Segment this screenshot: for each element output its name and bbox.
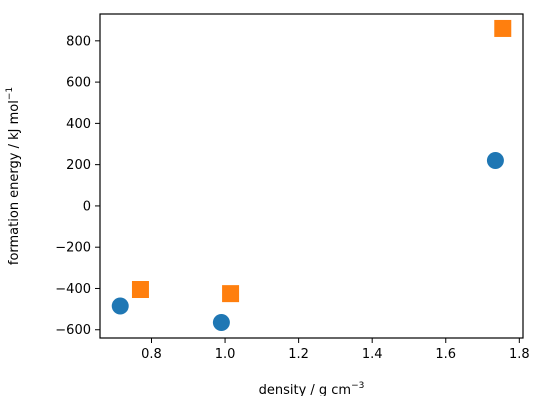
y-axis-label: formation energy / kJ mol−1 [5, 87, 22, 265]
x-tick-label: 1.2 [288, 347, 309, 362]
y-axis-label-exponent: −1 [5, 87, 15, 100]
x-tick-label: 1.4 [362, 347, 383, 362]
y-tick-label: −600 [55, 323, 91, 338]
data-point-circle [111, 297, 129, 315]
y-tick-label: 400 [66, 117, 91, 132]
x-axis: 0.8 1.0 1.2 1.4 1.6 1.8 [141, 338, 530, 362]
data-point-square [222, 285, 240, 303]
x-tick-label: 1.8 [509, 347, 530, 362]
y-axis-label-text: formation energy / kJ mol [7, 100, 22, 265]
y-axis: −600 −400 −200 0 200 400 600 800 [55, 34, 100, 338]
x-axis-label-exponent: −3 [351, 381, 364, 391]
y-tick-label: 600 [66, 76, 91, 91]
x-tick-label: 1.6 [435, 347, 456, 362]
y-tick-label: −200 [55, 241, 91, 256]
x-axis-label-text: density / g cm [259, 383, 352, 396]
data-point-square [131, 281, 149, 299]
plot-area-frame [99, 13, 524, 339]
y-tick-label: 0 [83, 199, 91, 214]
data-point-circle [212, 314, 230, 332]
y-tick-label: −400 [55, 282, 91, 297]
x-axis-label: density / g cm−3 [259, 381, 365, 396]
data-point-circle [486, 152, 504, 170]
y-tick-label: 800 [66, 34, 91, 49]
y-tick-label: 200 [66, 158, 91, 173]
data-point-square [494, 19, 512, 37]
x-tick-label: 1.0 [215, 347, 236, 362]
data-marks [111, 19, 512, 332]
x-tick-label: 0.8 [141, 347, 162, 362]
